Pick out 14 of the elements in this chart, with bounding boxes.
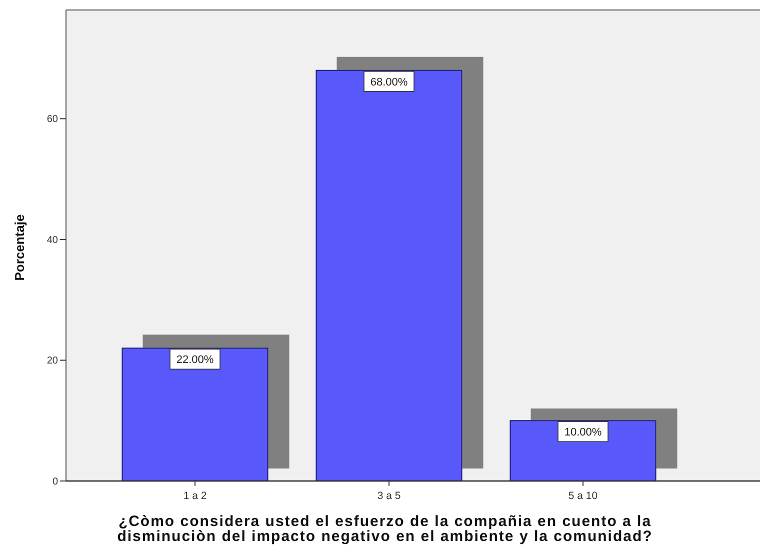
x-tick-label: 1 a 2 xyxy=(183,490,207,502)
data-label: 10.00% xyxy=(564,426,602,439)
y-tick-label: 20 xyxy=(46,356,58,367)
y-tick-label: 0 xyxy=(52,476,58,488)
x-axis-title: ¿Còmo considera usted el esfuerzo de la compañia en cuento a la disminuciòn del impacto negativo en el ambiente y la comunidad? xyxy=(117,513,653,545)
x-tick-label: 5 a 10 xyxy=(568,490,598,502)
data-label: 22.00% xyxy=(176,354,214,366)
bar xyxy=(122,348,268,482)
y-tick-label: 40 xyxy=(46,234,58,246)
bar xyxy=(316,70,462,482)
data-label: 68.00% xyxy=(370,76,408,88)
y-tick-label: 60 xyxy=(46,114,58,126)
x-tick-label: 3 a 5 xyxy=(377,490,401,502)
y-axis-title: Porcentaje xyxy=(12,214,27,281)
